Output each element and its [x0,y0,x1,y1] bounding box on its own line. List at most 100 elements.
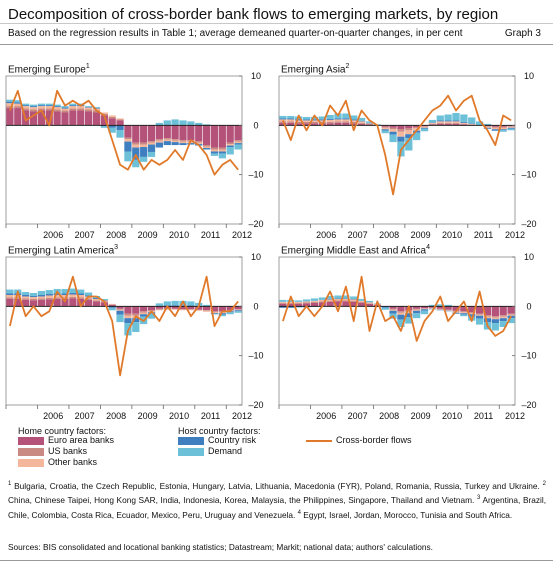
bar-other-banks [507,314,515,316]
plot-frame [5,256,243,406]
panel-chart: 10 0 –10 –20 2006 2007 2008 2009 2010 2011 2012 [278,71,537,240]
bar-country-risk [334,118,342,120]
bar-other-banks [302,120,311,122]
legend-swatch [178,447,204,456]
bar-other-banks [116,309,124,311]
bar-euro-area-banks [499,125,507,127]
bar-euro-area-banks [436,306,444,309]
bar-other-banks [302,301,311,303]
bar-euro-area-banks [69,298,77,307]
bar-other-banks [116,118,124,120]
bar-us-banks [108,116,116,119]
bar-other-banks [334,298,342,301]
bar-euro-area-banks [124,306,132,314]
bar-euro-area-banks [132,306,140,314]
bar-euro-area-banks [452,306,460,311]
bar-country-risk [132,147,140,160]
bar-euro-area-banks [140,306,148,312]
bar-euro-area-banks [108,304,116,307]
y-tick-label: –10 [248,351,263,361]
bar-us-banks [45,108,53,111]
y-tick-label: 0 [526,120,531,130]
bar-other-banks [420,126,429,128]
line-cross-border-flows [9,89,239,176]
bar-demand [132,322,140,332]
bar-us-banks [171,139,179,141]
x-tick-label: 2009 [411,230,431,240]
bar-demand [155,303,164,306]
x-tick-label: 2006 [316,230,336,240]
bar-us-banks [124,137,132,140]
bar-country-risk [310,119,319,121]
bar-euro-area-banks [108,118,116,126]
bar-country-risk [491,129,499,131]
legend-euro-area-banks: Euro area banks [18,435,114,445]
bar-demand [295,300,303,302]
bar-us-banks [334,121,342,123]
bar-us-banks [491,316,499,318]
bar-euro-area-banks [499,306,507,316]
x-tick-label: 2011 [474,411,493,421]
bar-country-risk [108,125,116,128]
bar-country-risk [61,107,69,109]
bar-euro-area-banks [116,306,124,309]
bar-country-risk [279,306,287,308]
bar-euro-area-banks [69,110,77,126]
panel-emerging-europe: Emerging Europe1 10 0 –10 –20 2006 2007 2008 20… [5,63,269,242]
bar-country-risk [29,106,38,108]
bar-other-banks [218,149,226,152]
bar-other-banks [357,121,366,123]
bar-demand [171,119,179,126]
plot-frame [278,75,516,225]
bar-demand [326,295,334,299]
bar-euro-area-banks [326,301,334,307]
bar-euro-area-banks [29,111,38,126]
bar-country-risk [53,293,61,295]
bar-us-banks [179,140,187,142]
bar-demand [468,117,476,124]
bar-country-risk [287,306,295,308]
bar-euro-area-banks [444,306,452,310]
bar-other-banks [140,312,148,315]
bar-other-banks [499,316,507,319]
plot-frame [278,256,516,406]
bar-us-banks [140,142,148,145]
bar-euro-area-banks [310,302,319,307]
bar-other-banks [37,106,46,109]
bar-us-banks [6,106,14,109]
bar-us-banks [234,140,242,142]
bar-demand [499,130,507,132]
bar-demand [108,127,116,133]
bar-euro-area-banks [468,306,476,313]
bar-other-banks [350,299,358,301]
bar-euro-area-banks [350,301,358,307]
bar-demand [444,304,452,307]
bar-demand [318,116,326,120]
bar-country-risk [499,318,507,322]
bar-demand [507,128,515,131]
bar-euro-area-banks [14,298,22,307]
x-tick-label: 2008 [379,411,399,421]
graph-label: Graph 3 [504,28,541,39]
bar-demand [37,291,46,295]
bar-demand [397,319,405,328]
bar-other-banks [61,108,69,111]
bar-other-banks [124,315,132,319]
bar-country-risk [483,318,492,323]
bar-demand [428,119,437,123]
bar-country-risk [342,118,350,120]
x-tick-label: 2007 [75,230,95,240]
bar-demand [475,318,484,325]
bar-euro-area-banks [334,301,342,307]
bar-demand [45,103,53,106]
bar-us-banks [436,122,444,124]
bar-other-banks [389,129,397,132]
line-cross-border-flows [282,94,512,196]
bar-other-banks [405,311,413,314]
bar-demand [45,290,53,294]
plot-frame [5,75,243,225]
bar-us-banks [69,296,77,299]
bar-other-banks [147,142,156,145]
bar-euro-area-banks [37,110,46,126]
bar-us-banks [92,300,101,302]
